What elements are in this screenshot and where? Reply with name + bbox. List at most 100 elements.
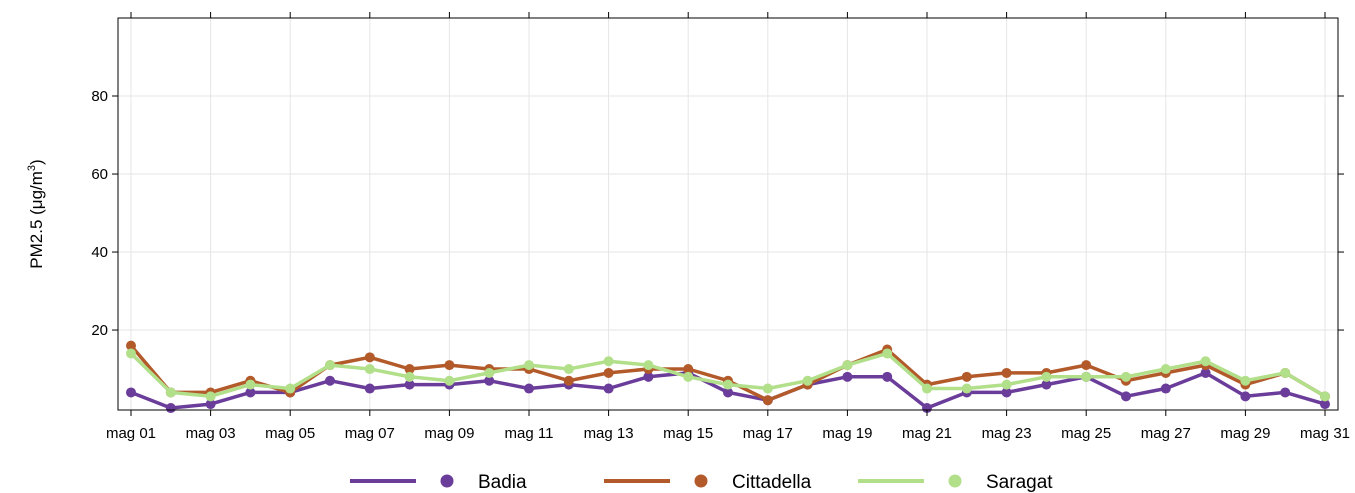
data-point-saragat: [961, 383, 972, 394]
data-point-saragat: [205, 391, 216, 402]
y-axis-title-main: PM2.5 (μg/m: [27, 171, 46, 269]
x-tick-label: mag 31: [1300, 425, 1350, 442]
data-point-badia: [1160, 383, 1171, 394]
data-point-saragat: [1240, 375, 1251, 386]
legend: Badia Cittadella Saragat: [350, 472, 1053, 493]
data-point-cittadella: [1001, 367, 1012, 378]
data-point-saragat: [1081, 371, 1092, 382]
data-point-badia: [842, 371, 853, 382]
legend-marker-cittadella: [694, 474, 708, 488]
data-point-badia: [1041, 379, 1052, 390]
x-tick-label: mag 17: [743, 425, 793, 442]
data-point-badia: [922, 403, 932, 414]
data-point-badia: [524, 383, 534, 394]
data-point-cittadella: [1081, 360, 1092, 371]
series-layer: [126, 340, 1330, 414]
y-axis-title-sup: 3: [26, 165, 38, 171]
data-point-saragat: [165, 387, 176, 398]
data-point-saragat: [882, 348, 893, 359]
data-point-saragat: [524, 360, 534, 371]
data-point-saragat: [1001, 379, 1012, 390]
y-tick-label: 80: [91, 88, 108, 105]
data-point-saragat: [643, 360, 654, 371]
data-point-badia: [325, 375, 335, 386]
data-point-saragat: [404, 371, 415, 382]
data-point-saragat: [1160, 364, 1171, 375]
legend-marker-saragat: [948, 474, 962, 488]
data-point-saragat: [444, 375, 455, 386]
x-tick-label: mag 21: [902, 425, 952, 442]
x-tick-label: mag 09: [424, 425, 474, 442]
axes: 20 40 60 80 mag 01 mag 03 mag 05 mag 07 mag 09 ma…: [91, 12, 1350, 442]
grid-lines: [118, 18, 1338, 410]
legend-label-cittadella: Cittadella: [732, 472, 812, 493]
data-point-saragat: [802, 375, 813, 386]
data-point-saragat: [762, 383, 773, 394]
data-point-cittadella: [683, 364, 694, 375]
x-tick-label: mag 05: [265, 425, 315, 442]
data-point-badia: [245, 387, 256, 398]
data-point-saragat: [364, 364, 375, 375]
data-point-saragat: [245, 379, 256, 390]
x-tick-label: mag 13: [584, 425, 634, 442]
data-point-badia: [1320, 399, 1330, 410]
data-point-saragat: [1041, 371, 1052, 382]
x-tick-label: mag 11: [505, 425, 554, 442]
data-point-saragat: [484, 367, 495, 378]
data-point-badia: [1001, 387, 1012, 398]
data-point-badia: [1200, 367, 1211, 378]
data-point-cittadella: [404, 364, 415, 375]
x-tick-label: mag 27: [1141, 425, 1191, 442]
data-point-saragat: [842, 360, 853, 371]
data-point-saragat: [126, 348, 136, 359]
data-point-badia: [882, 371, 893, 382]
data-point-badia: [643, 371, 654, 382]
x-tick-label: mag 19: [822, 425, 872, 442]
data-point-saragat: [1320, 391, 1330, 402]
x-tick-label: mag 25: [1061, 425, 1111, 442]
y-axis-title-close: ): [27, 159, 46, 165]
legend-label-badia: Badia: [478, 472, 527, 493]
data-point-badia: [1240, 391, 1251, 402]
data-point-saragat: [1121, 371, 1131, 382]
plot-frame: [117, 17, 1339, 411]
x-tick-label: mag 15: [663, 425, 713, 442]
legend-item-badia: Badia: [350, 472, 527, 493]
data-point-saragat: [325, 360, 335, 371]
y-axis-title: PM2.5 (μg/m3): [26, 159, 46, 268]
legend-item-saragat: Saragat: [858, 472, 1053, 493]
data-point-cittadella: [961, 371, 972, 382]
data-point-saragat: [922, 383, 932, 394]
data-point-cittadella: [444, 360, 455, 371]
y-tick-label: 20: [91, 322, 108, 339]
data-point-badia: [364, 383, 375, 394]
data-point-cittadella: [126, 340, 136, 351]
data-point-saragat: [563, 364, 574, 375]
data-point-badia: [1280, 387, 1291, 398]
legend-item-cittadella: Cittadella: [604, 472, 812, 493]
legend-marker-badia: [440, 474, 454, 488]
x-tick-label: mag 29: [1220, 425, 1270, 442]
y-tick-label: 60: [91, 166, 108, 183]
data-point-saragat: [1200, 356, 1211, 367]
data-point-saragat: [683, 371, 694, 382]
x-tick-label: mag 03: [186, 425, 236, 442]
x-tick-label: mag 23: [982, 425, 1032, 442]
data-point-saragat: [723, 379, 733, 390]
data-point-badia: [165, 403, 176, 414]
data-point-badia: [404, 379, 415, 390]
data-point-saragat: [1280, 367, 1291, 378]
legend-label-saragat: Saragat: [986, 472, 1053, 493]
data-point-badia: [484, 375, 495, 386]
data-point-badia: [603, 383, 614, 394]
data-point-badia: [723, 387, 733, 398]
data-point-cittadella: [563, 375, 574, 386]
x-tick-label: mag 01: [106, 425, 156, 442]
data-point-saragat: [285, 383, 296, 394]
data-point-cittadella: [762, 395, 773, 406]
data-point-badia: [126, 387, 136, 398]
data-point-cittadella: [364, 352, 375, 363]
data-point-badia: [1121, 391, 1131, 402]
data-point-cittadella: [603, 367, 614, 378]
